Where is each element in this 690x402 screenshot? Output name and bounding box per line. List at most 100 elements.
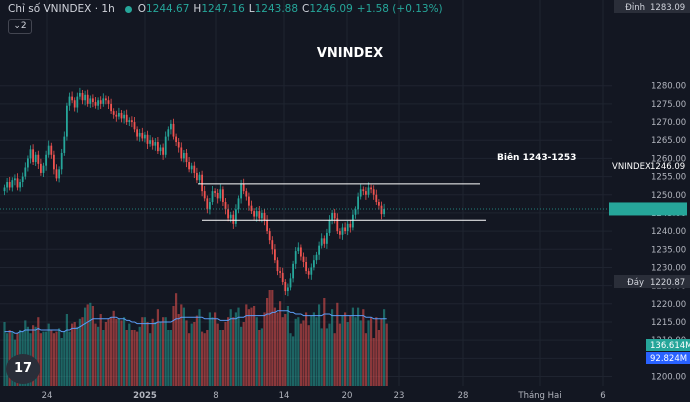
price-axis[interactable]: 1200.001205.001210.001215.001220.001225.… [651,82,686,383]
volume-bar [164,317,167,386]
candle-body [79,92,81,97]
time-axis[interactable]: 24 2025 8 14 20 23 28 Tháng Hai 6 [42,391,606,401]
candle-body [188,162,190,170]
candle-body [149,140,151,144]
candle-body [170,123,172,130]
candle-body [94,102,97,106]
candle-body [21,176,24,183]
candle-body [50,145,53,155]
volume-bar [123,317,126,386]
candle-body [32,149,34,163]
volume-ma-line [4,310,387,334]
candle-body [42,165,45,173]
volume-bar [169,330,172,386]
candle-body [216,192,219,199]
candle-body [144,134,146,139]
candle-body [222,189,224,203]
tradingview-logo[interactable]: 17 [6,354,40,384]
grid-lines [0,0,612,386]
candle-body [294,251,297,264]
volume-bar [364,333,367,386]
last-price-value: 1246.09 [650,162,685,172]
volume-bar [208,312,211,386]
candle-body [68,96,71,106]
candle-body [172,123,175,137]
x-tick-label: 23 [394,391,405,401]
candle-body [318,245,320,255]
volume-bar [143,317,146,386]
close-value-header: 1246.09 [309,3,353,15]
candle-body [27,158,29,168]
volume-bar [190,323,193,386]
candle-body [305,261,307,272]
volume-bar [180,304,183,386]
y-tick-label: 1280.00 [651,82,686,92]
candle-body [268,231,271,241]
volume-bar [367,320,370,386]
volume-bar [206,330,209,386]
candle-body [362,189,365,192]
candle-body [326,232,328,244]
volume-bar [203,333,206,386]
candle-body [180,147,183,159]
volume-bar [258,330,261,386]
candle-body [8,182,11,188]
candle-body [365,191,367,195]
volume-bar [193,322,196,386]
x-tick-label: Tháng Hai [517,391,561,401]
volume-bar [307,325,310,386]
high-value: 1283.09 [650,3,685,13]
volume-bar [76,326,79,386]
candle-body [333,212,336,219]
volume-bar [320,328,323,386]
candle-body [47,145,50,155]
market-status-dot [124,5,132,13]
candle-body [99,100,102,104]
candle-body [183,152,185,159]
indicators-toggle-button[interactable]: ⌄2 [8,19,32,34]
volume-bar [71,323,74,386]
volume-bar [167,330,170,386]
volume-bar [138,326,141,386]
candle-body [133,122,136,130]
high-label: Đỉnh [625,2,645,13]
candle-body [245,191,248,197]
volume-bar [333,333,336,386]
candle-body [279,271,281,273]
volume-bar [318,304,321,386]
candle-body [3,187,6,192]
candle-body [97,100,99,106]
candle-body [131,120,133,123]
candle-body [341,227,344,235]
candle-body [357,196,359,210]
volume-bar [97,326,100,386]
candle-body [73,100,76,108]
volume-bar [292,336,295,386]
y-tick-label: 1230.00 [651,263,686,273]
candle-body [125,114,128,123]
volume-bar [385,323,388,386]
candle-body [37,154,40,164]
symbol-title[interactable]: Chỉ số VNINDEX · 1h [8,3,115,15]
volume-bar [177,314,180,386]
volume-bar [52,333,55,386]
volume-bar [294,318,297,386]
volume-bar [84,307,87,386]
candle-body [177,142,180,148]
candle-body [224,202,227,210]
volume-bar [336,302,339,386]
volume-bar [156,309,159,386]
volume-bar [351,307,354,386]
candle-body [40,163,42,173]
volume-bar [136,331,139,386]
candle-body [292,263,294,279]
candle-body [138,132,141,137]
candle-body [63,136,66,153]
candle-body [11,180,14,188]
candle-body [380,205,383,215]
volume-bar [94,323,97,386]
candle-body [102,98,105,104]
candle-body [315,254,318,261]
y-tick-label: 1240.00 [651,227,686,237]
